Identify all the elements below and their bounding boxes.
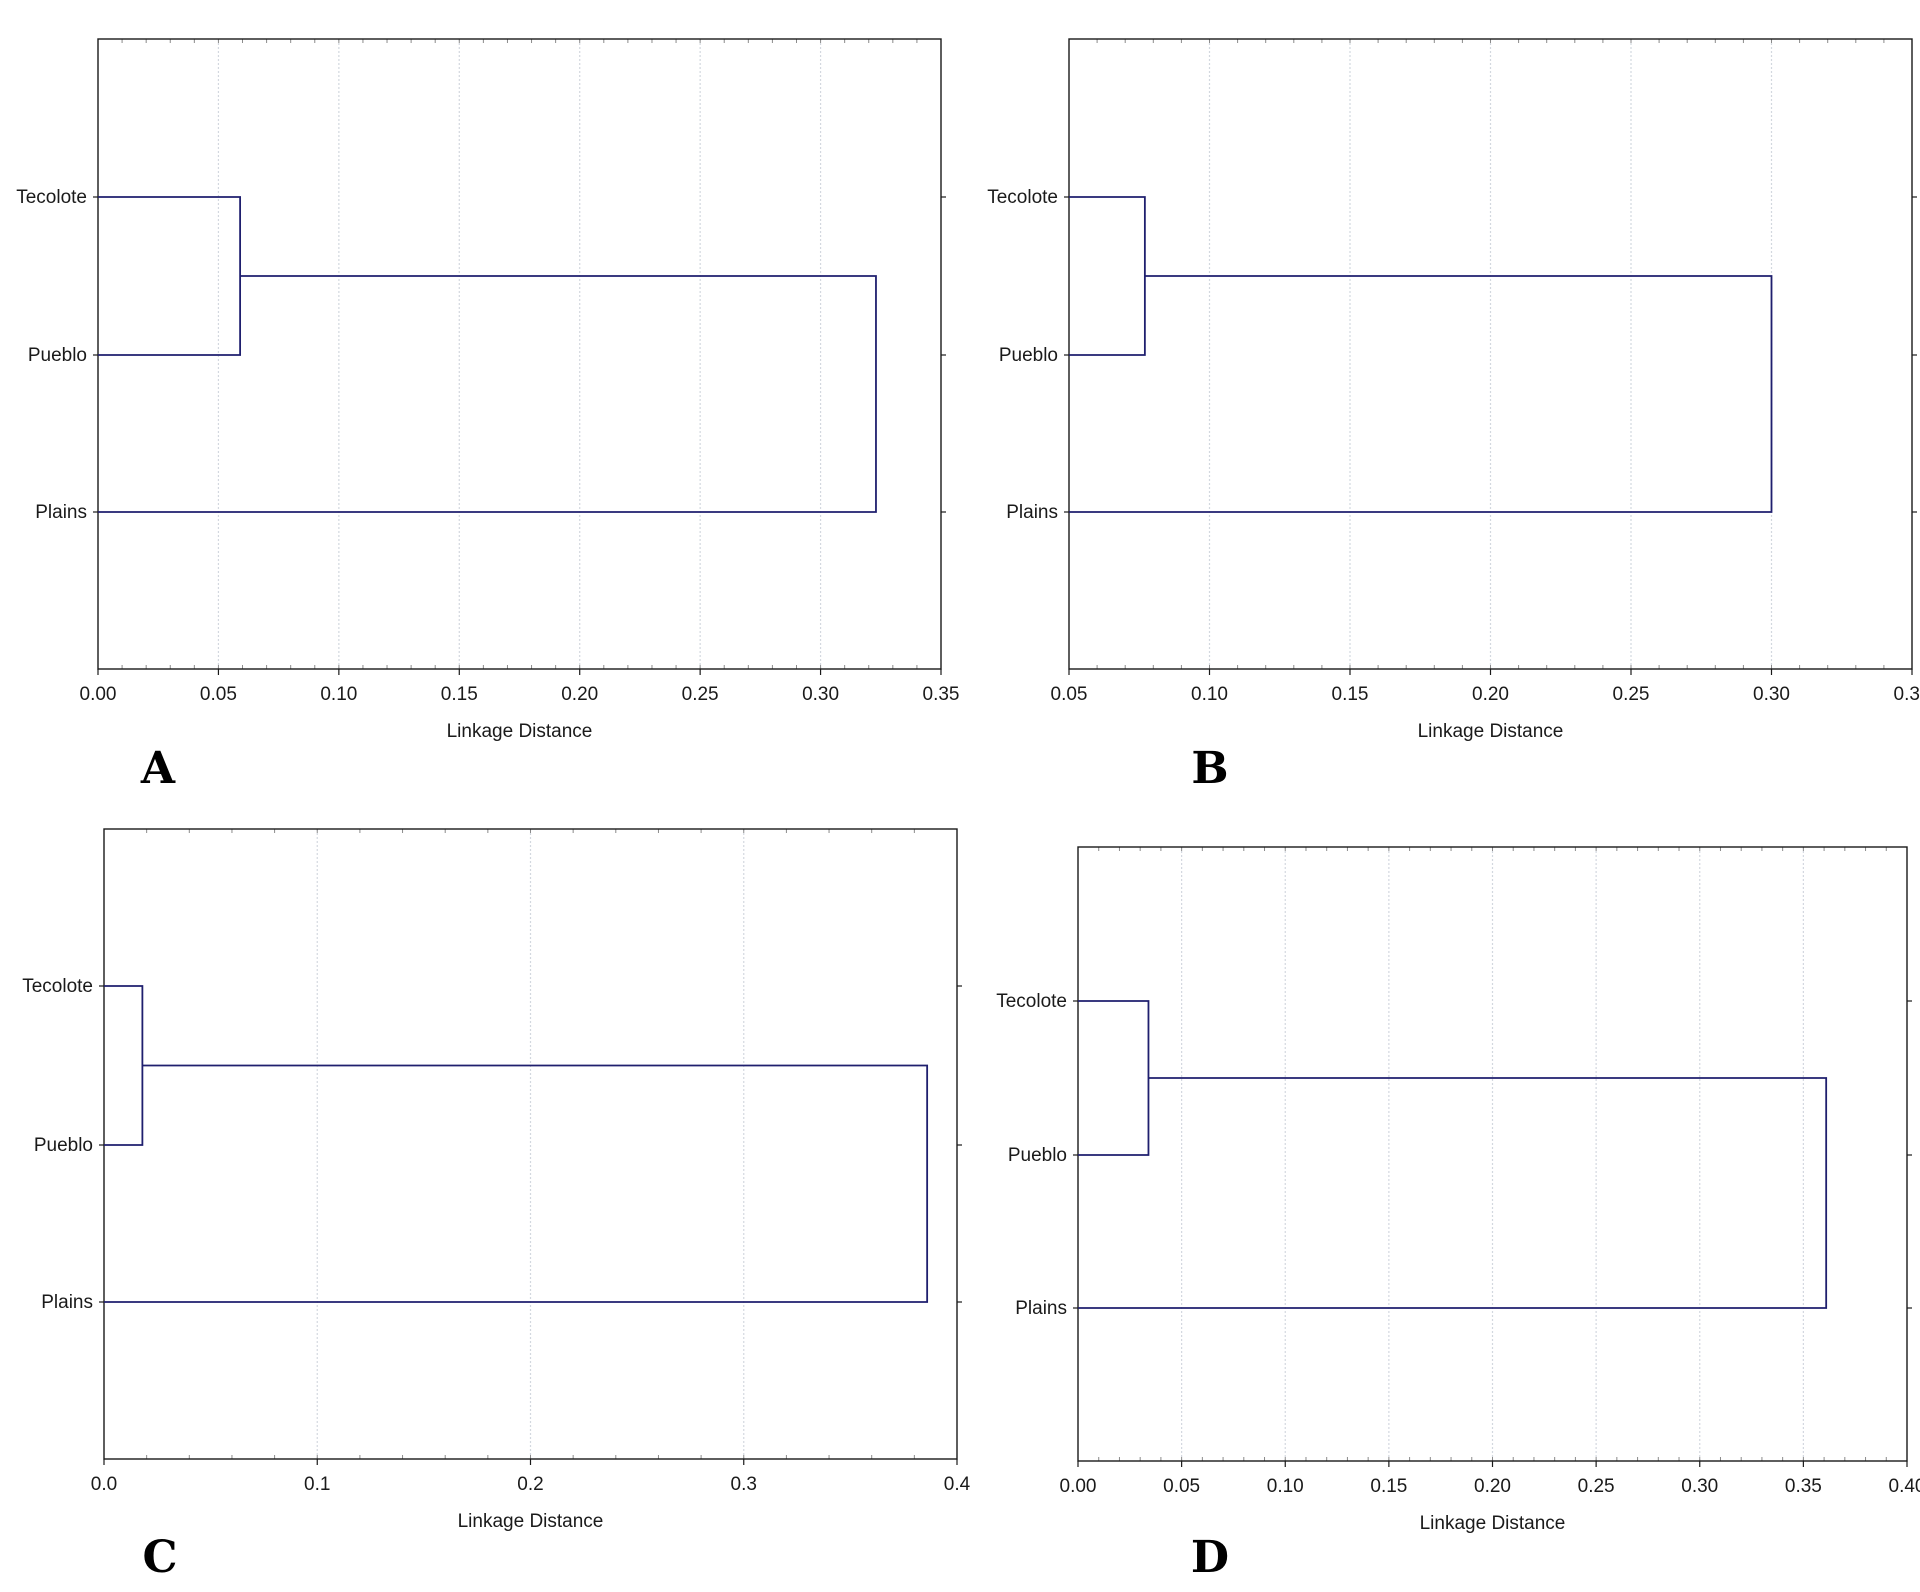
x-axis-title: Linkage Distance [1420, 1513, 1566, 1534]
link-cluster-plains [98, 275, 877, 513]
x-tick-label: 0.20 [561, 684, 598, 705]
x-tick-label: 0.10 [1267, 1476, 1304, 1497]
panel-c: 0.0 0.1 0.2 0.3 0.4 Linkage Distance Tecolote P… [22, 828, 971, 1583]
x-tick-label: 0.15 [1332, 684, 1369, 705]
x-tick-label: 0.05 [1051, 684, 1088, 705]
panel-label-b: B [1191, 743, 1228, 794]
leaf-label-tecolote: Tecolote [996, 991, 1067, 1012]
plot-frame-b [1068, 38, 1913, 670]
x-tick-label: 0.35 [923, 684, 960, 705]
x-tick-label: 0.3 [731, 1474, 757, 1495]
x-tick-label: 0.20 [1474, 1476, 1511, 1497]
x-axis-title: Linkage Distance [458, 1511, 604, 1532]
x-tick-label: 0.0 [91, 1474, 117, 1495]
leaf-label-pueblo: Pueblo [34, 1135, 93, 1156]
link-cluster-plains [104, 1064, 929, 1303]
plot-frame-c [103, 828, 958, 1460]
x-tick-label: 0.10 [320, 684, 357, 705]
link-tecolote-pueblo [104, 985, 144, 1146]
x-tick-label: 0.05 [200, 684, 237, 705]
leaf-label-plains: Plains [1015, 1298, 1067, 1319]
panel-a: 0.00 0.05 0.10 0.15 0.20 0.25 0.30 0.35 Linkage … [16, 38, 960, 794]
x-tick-label: 0.00 [1060, 1476, 1097, 1497]
leaf-label-pueblo: Pueblo [1008, 1145, 1067, 1166]
x-axis-title: Linkage Distance [1418, 721, 1564, 742]
x-tick-label: 0.30 [1681, 1476, 1718, 1497]
link-tecolote-pueblo [1078, 1000, 1150, 1156]
x-tick-label: 0.35 [1785, 1476, 1822, 1497]
panel-b: 0.05 0.10 0.15 0.20 0.25 0.30 0.35 Linkage Dist… [987, 38, 1920, 794]
leaf-label-pueblo: Pueblo [999, 345, 1058, 366]
x-axis-title: Linkage Distance [447, 721, 593, 742]
leaf-label-tecolote: Tecolote [987, 187, 1058, 208]
leaf-label-plains: Plains [1006, 502, 1058, 523]
panel-label-c: C [142, 1532, 177, 1583]
panel-label-d: D [1191, 1532, 1229, 1583]
x-tick-label: 0.25 [1578, 1476, 1615, 1497]
leaf-label-plains: Plains [35, 502, 87, 523]
x-tick-label: 0.35 [1894, 684, 1920, 705]
x-tick-label: 0.1 [304, 1474, 330, 1495]
x-tick-label: 0.15 [441, 684, 478, 705]
x-tick-label: 0.4 [944, 1474, 971, 1495]
link-cluster-plains [1078, 1077, 1828, 1309]
x-tick-label: 0.2 [517, 1474, 543, 1495]
leaf-label-tecolote: Tecolote [22, 976, 93, 997]
x-tick-label: 0.30 [1753, 684, 1790, 705]
leaf-label-plains: Plains [41, 1292, 93, 1313]
x-tick-label: 0.15 [1370, 1476, 1407, 1497]
plot-frame-a [97, 38, 942, 670]
leaf-label-tecolote: Tecolote [16, 187, 87, 208]
x-tick-label: 0.10 [1191, 684, 1228, 705]
x-tick-label: 0.00 [80, 684, 117, 705]
panel-d: 0.00 0.05 0.10 0.15 0.20 0.25 0.30 0.35 0.40 Link… [996, 846, 1920, 1583]
x-tick-label: 0.25 [1613, 684, 1650, 705]
link-cluster-plains [1069, 275, 1773, 513]
panel-label-a: A [140, 743, 176, 794]
x-tick-label: 0.40 [1889, 1476, 1920, 1497]
leaf-label-pueblo: Pueblo [28, 345, 87, 366]
x-tick-label: 0.20 [1472, 684, 1509, 705]
x-tick-label: 0.25 [682, 684, 719, 705]
x-tick-label: 0.05 [1163, 1476, 1200, 1497]
link-tecolote-pueblo [1069, 196, 1146, 356]
x-tick-label: 0.30 [802, 684, 839, 705]
